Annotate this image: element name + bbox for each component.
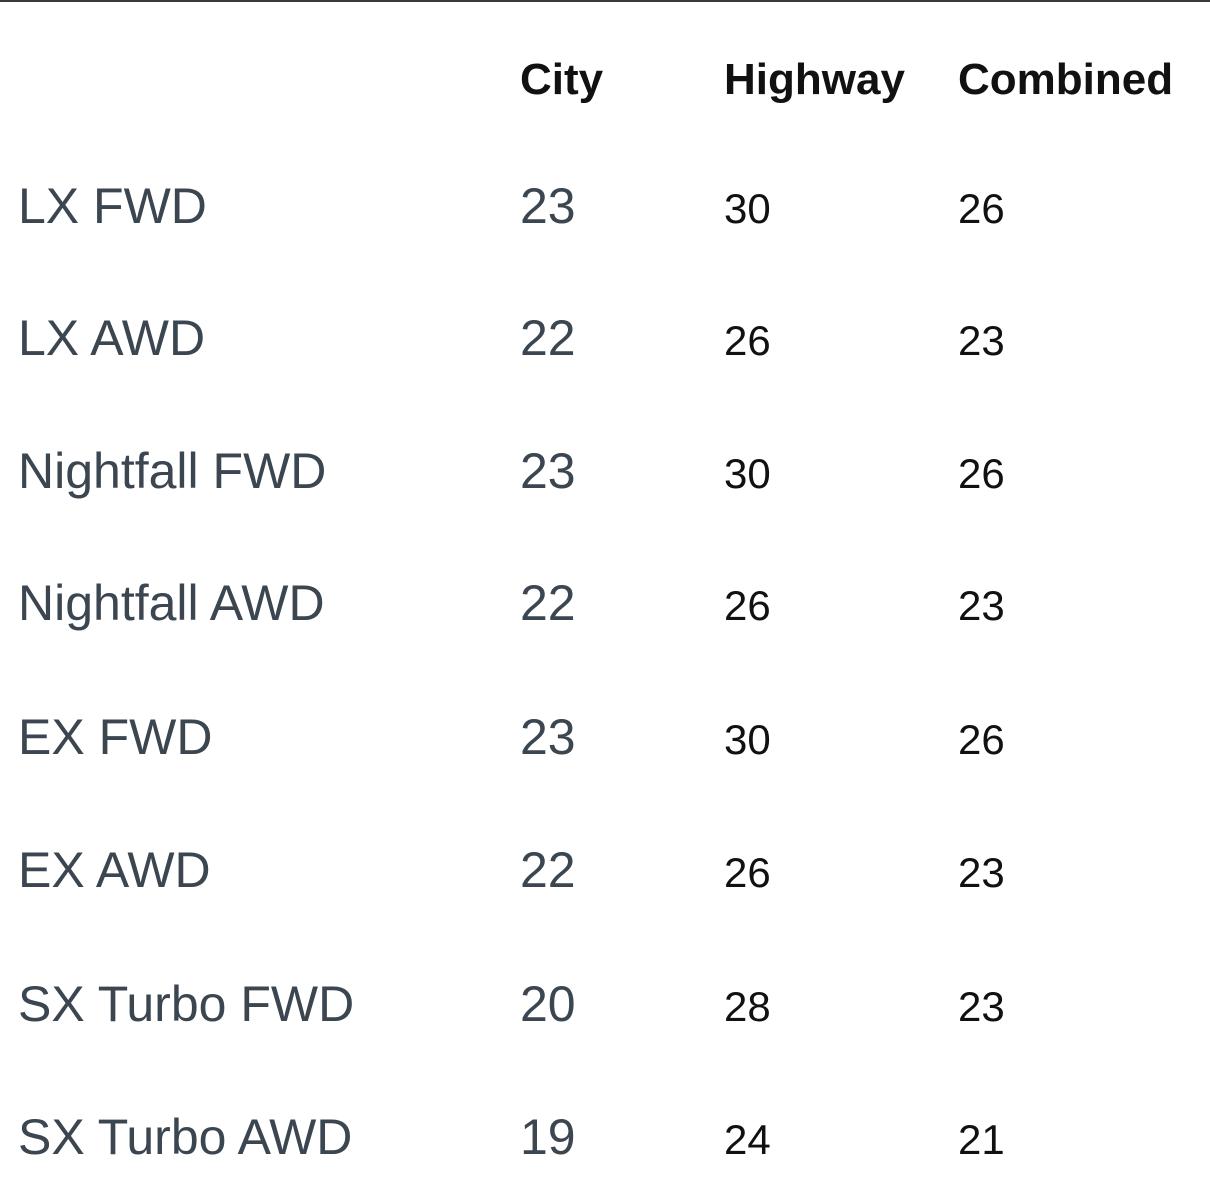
city-value: 23 [520, 178, 576, 234]
top-border [0, 0, 1210, 2]
trim-label: Nightfall FWD [18, 443, 327, 499]
highway-value: 30 [724, 716, 771, 763]
city-value: 22 [520, 575, 576, 631]
highway-value: 30 [724, 450, 771, 497]
column-header-highway: Highway [724, 55, 905, 104]
trim-label: SX Turbo FWD [18, 976, 355, 1032]
trim-label: EX FWD [18, 709, 213, 765]
trim-label: EX AWD [18, 842, 211, 898]
column-header-city: City [520, 55, 604, 104]
trim-label: LX FWD [18, 178, 207, 234]
combined-value: 26 [958, 716, 1005, 763]
highway-value: 26 [724, 582, 771, 629]
city-value: 19 [520, 1109, 576, 1165]
city-value: 23 [520, 709, 576, 765]
combined-value: 26 [958, 450, 1005, 497]
highway-value: 26 [724, 849, 771, 896]
highway-value: 30 [724, 185, 771, 232]
combined-value: 23 [958, 317, 1005, 364]
trim-label: Nightfall AWD [18, 575, 325, 631]
trim-label: SX Turbo AWD [18, 1109, 353, 1165]
trim-label: LX AWD [18, 310, 206, 366]
highway-value: 28 [724, 983, 771, 1030]
highway-value: 26 [724, 317, 771, 364]
highway-value: 24 [724, 1116, 771, 1163]
city-value: 23 [520, 443, 576, 499]
combined-value: 26 [958, 185, 1005, 232]
column-header-combined: Combined [958, 55, 1174, 104]
combined-value: 23 [958, 983, 1005, 1030]
combined-value: 23 [958, 582, 1005, 629]
city-value: 22 [520, 842, 576, 898]
city-value: 20 [520, 976, 576, 1032]
combined-value: 23 [958, 849, 1005, 896]
city-value: 22 [520, 310, 576, 366]
combined-value: 21 [958, 1116, 1005, 1163]
